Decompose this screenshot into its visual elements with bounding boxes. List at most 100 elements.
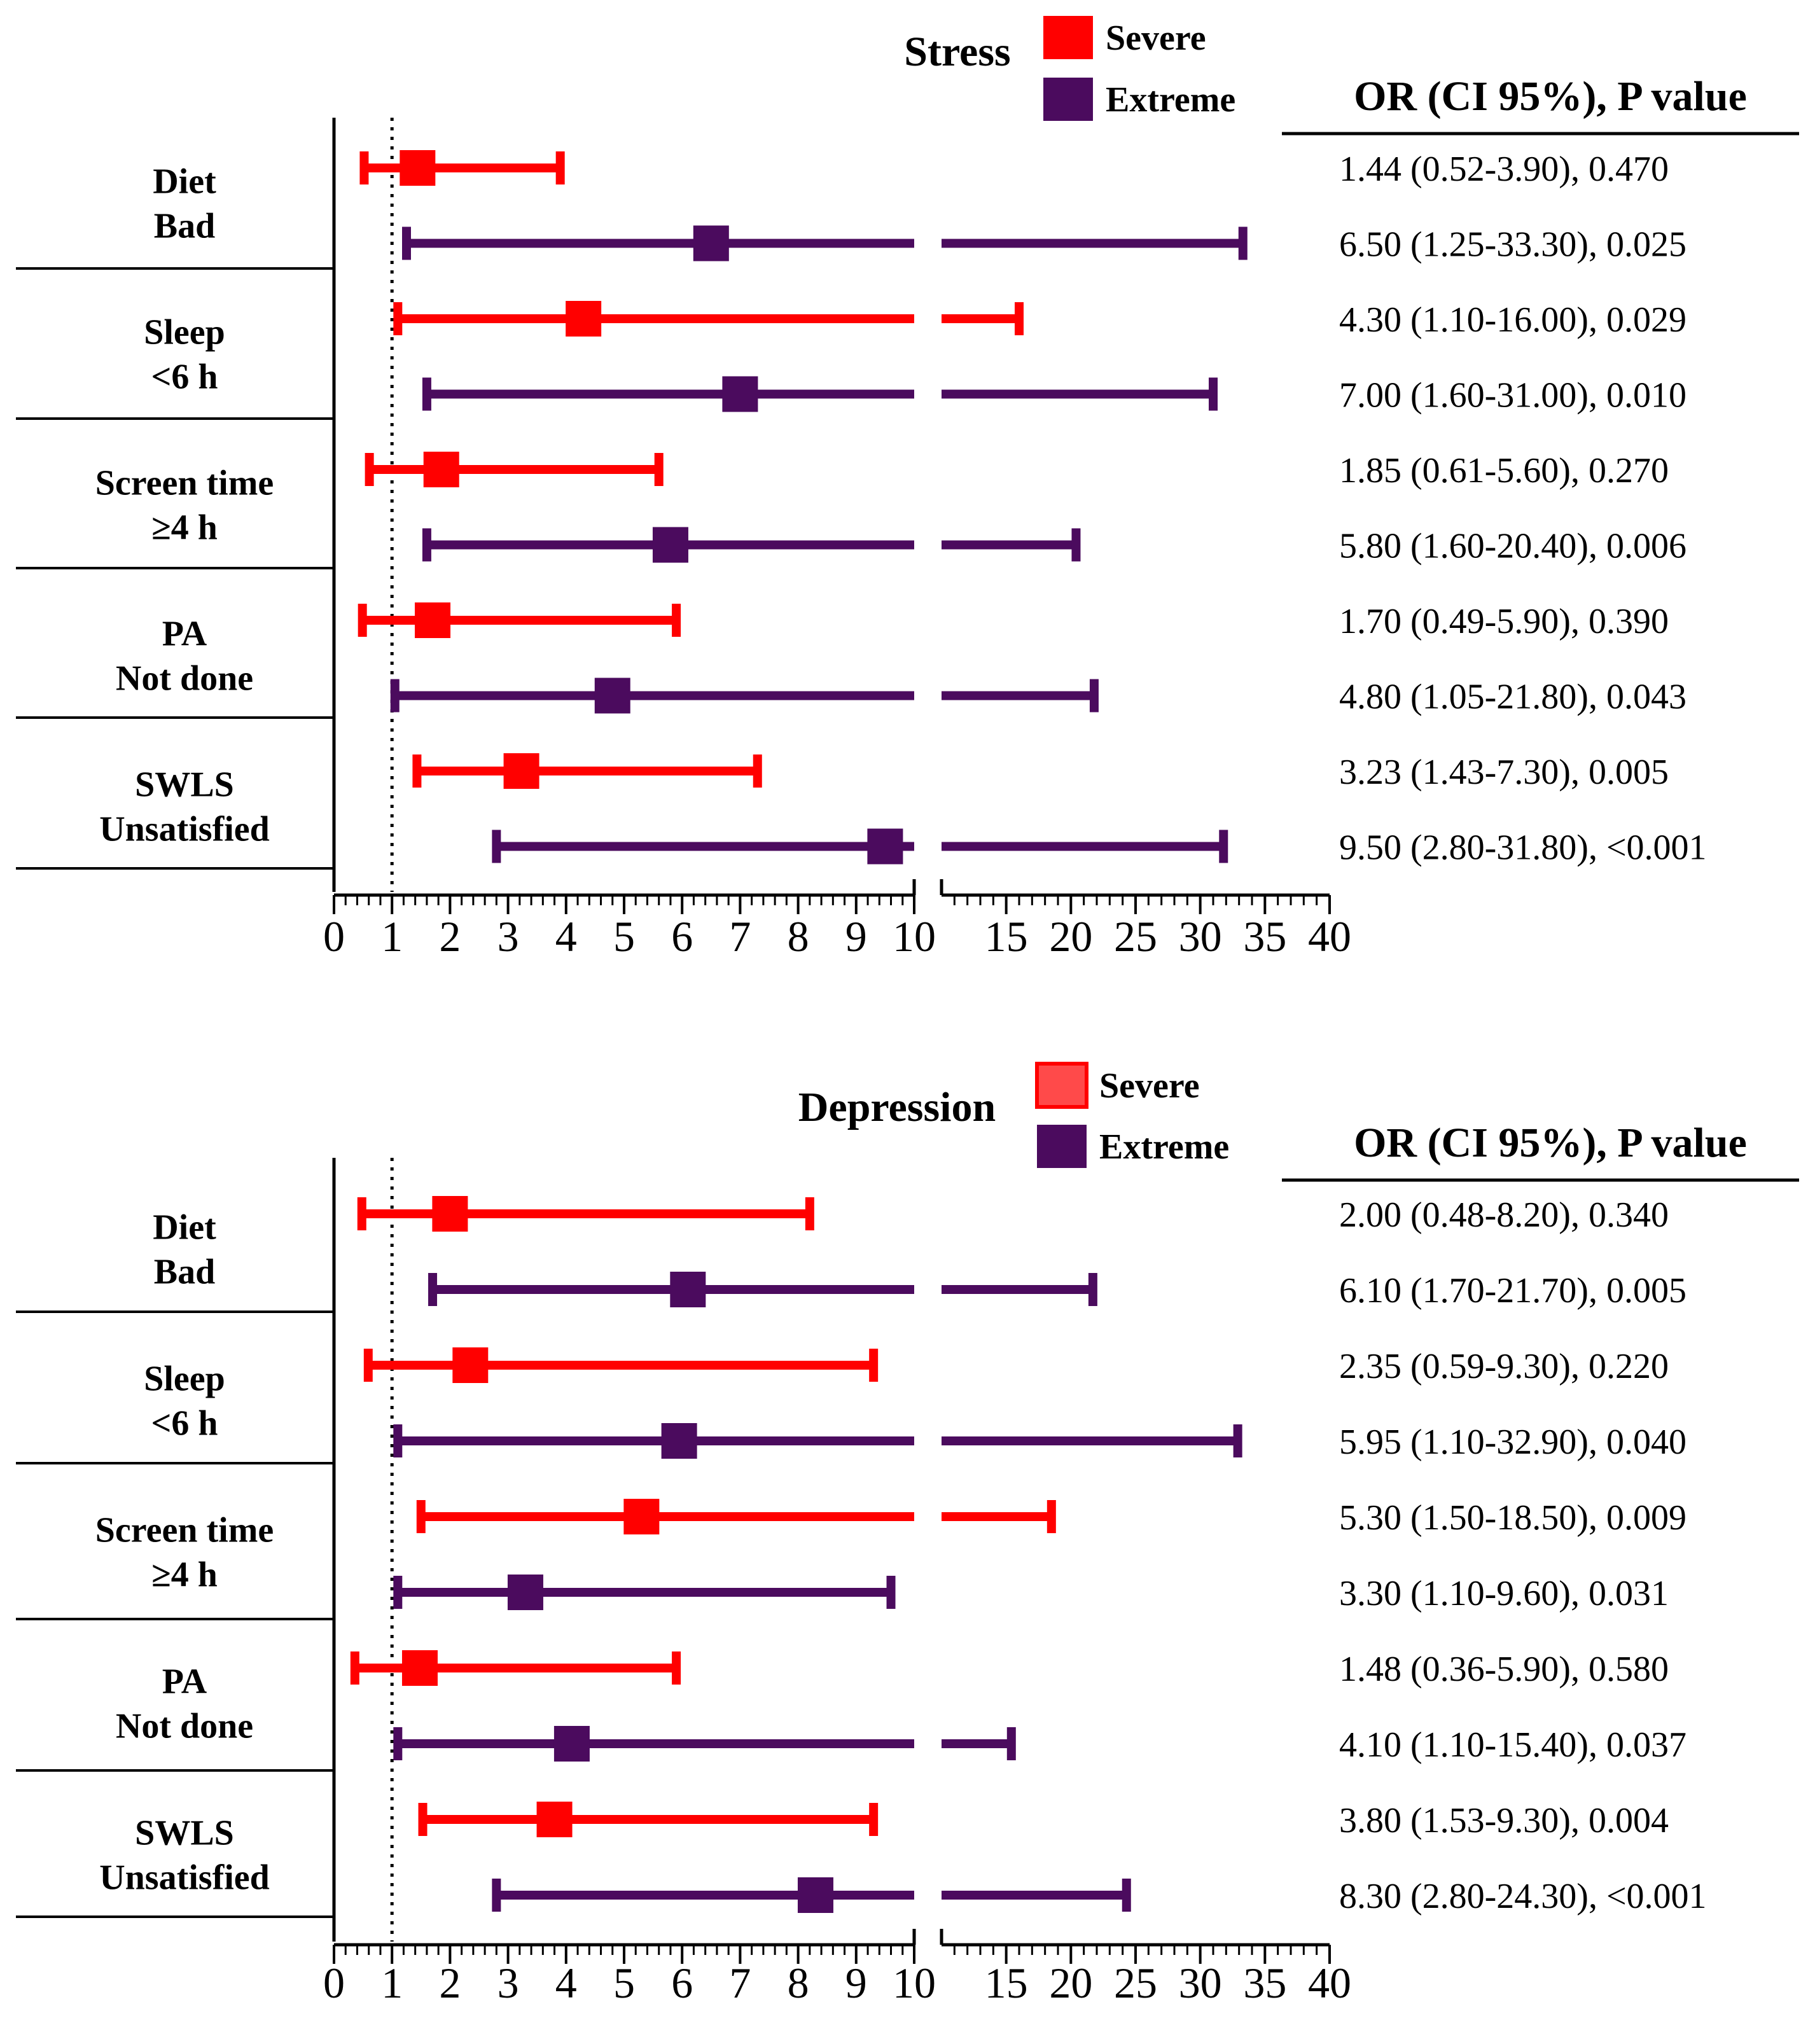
legend-severe-swatch bbox=[1043, 16, 1093, 59]
forest-row-extreme bbox=[492, 1877, 1131, 1913]
forest-row-extreme bbox=[422, 376, 1218, 412]
odds-ratio-marker bbox=[661, 1423, 697, 1459]
x-tick-label: 7 bbox=[729, 1959, 751, 2007]
group-label-line: PA bbox=[162, 1662, 207, 1702]
or-ci-p-text: 4.10 (1.10-15.40), 0.037 bbox=[1339, 1725, 1686, 1765]
legend-severe-label: Severe bbox=[1099, 1066, 1200, 1106]
group-label: Screen time ≥4 h bbox=[95, 463, 274, 547]
group-label-line: Sleep bbox=[144, 1359, 225, 1399]
forest-row-severe bbox=[416, 1499, 1056, 1534]
group-label-line: PA bbox=[162, 614, 207, 653]
x-tick-label: 40 bbox=[1308, 912, 1351, 961]
forest-row-severe bbox=[350, 1650, 681, 1686]
x-tick-label: 2 bbox=[439, 912, 461, 961]
group-label-line: Diet bbox=[153, 1208, 216, 1248]
odds-ratio-marker bbox=[623, 1499, 660, 1534]
group-label-line: SWLS bbox=[135, 765, 234, 804]
chart-panel-depression: Depression Severe Extreme OR (CI 95%), P va… bbox=[16, 1062, 1799, 2007]
x-tick-label: 25 bbox=[1114, 912, 1157, 961]
odds-ratio-marker bbox=[722, 376, 758, 412]
legend-extreme-label: Extreme bbox=[1106, 80, 1235, 120]
or-ci-p-text: 4.30 (1.10-16.00), 0.029 bbox=[1339, 300, 1686, 340]
group-label-line: Diet bbox=[153, 162, 216, 201]
or-ci-p-text: 6.10 (1.70-21.70), 0.005 bbox=[1339, 1271, 1686, 1311]
legend-severe-swatch bbox=[1035, 1062, 1088, 1109]
forest-row-severe bbox=[358, 602, 681, 638]
forest-row-extreme bbox=[402, 225, 1248, 261]
x-tick-label: 4 bbox=[555, 1959, 577, 2007]
odds-ratio-marker bbox=[401, 1650, 438, 1686]
odds-ratio-marker bbox=[536, 1802, 573, 1837]
group-label-line: Bad bbox=[154, 1253, 216, 1292]
or-ci-p-text: 8.30 (2.80-24.30), <0.001 bbox=[1339, 1877, 1707, 1916]
x-tick-label: 4 bbox=[555, 912, 577, 961]
x-tick-label: 6 bbox=[671, 1959, 693, 2007]
group-label: Diet Bad bbox=[153, 162, 216, 246]
or-ci-p-text: 3.30 (1.10-9.60), 0.031 bbox=[1339, 1574, 1669, 1613]
group-label-line: Not done bbox=[116, 658, 253, 698]
x-tick-label: 10 bbox=[893, 912, 936, 961]
odds-ratio-marker bbox=[452, 1347, 489, 1383]
group-label-line: <6 h bbox=[151, 1404, 218, 1443]
x-tick-label: 8 bbox=[788, 1959, 809, 2007]
group-label: Screen time ≥4 h bbox=[95, 1511, 274, 1595]
forest-row-extreme bbox=[393, 1423, 1242, 1459]
group-label: PA Not done bbox=[116, 614, 253, 698]
table-header: OR (CI 95%), P value bbox=[1354, 73, 1747, 120]
group-label-line: Not done bbox=[116, 1707, 253, 1746]
legend-extreme-label: Extreme bbox=[1099, 1127, 1229, 1167]
legend-extreme-swatch bbox=[1043, 78, 1093, 121]
or-ci-p-text: 2.00 (0.48-8.20), 0.340 bbox=[1339, 1195, 1669, 1235]
x-tick-label: 20 bbox=[1049, 1959, 1092, 2007]
group-label: SWLS Unsatisfied bbox=[99, 1814, 270, 1898]
or-ci-p-text: 5.80 (1.60-20.40), 0.006 bbox=[1339, 527, 1686, 566]
group-label-line: Screen time bbox=[95, 463, 274, 503]
forest-row-extreme bbox=[492, 828, 1228, 865]
or-ci-p-text: 1.48 (0.36-5.90), 0.580 bbox=[1339, 1650, 1669, 1689]
x-tick-label: 25 bbox=[1114, 1959, 1157, 2007]
x-tick-label: 40 bbox=[1308, 1959, 1351, 2007]
odds-ratio-marker bbox=[867, 828, 903, 865]
chart-title: Stress bbox=[904, 29, 1010, 75]
odds-ratio-marker bbox=[566, 301, 602, 337]
x-tick-label: 6 bbox=[671, 912, 693, 961]
or-ci-p-text: 3.23 (1.43-7.30), 0.005 bbox=[1339, 753, 1669, 792]
or-ci-p-text: 4.80 (1.05-21.80), 0.043 bbox=[1339, 678, 1686, 717]
x-tick-label: 9 bbox=[845, 1959, 867, 2007]
group-label-line: Unsatisfied bbox=[99, 1858, 270, 1898]
odds-ratio-marker bbox=[670, 1272, 706, 1307]
or-ci-p-text: 7.00 (1.60-31.00), 0.010 bbox=[1339, 376, 1686, 415]
odds-ratio-marker bbox=[432, 1196, 468, 1232]
forest-row-extreme bbox=[390, 678, 1099, 714]
legend-severe-label: Severe bbox=[1106, 18, 1206, 58]
x-tick-label: 1 bbox=[381, 1959, 403, 2007]
legend-extreme-swatch bbox=[1037, 1125, 1087, 1168]
x-tick-label: 10 bbox=[893, 1959, 936, 2007]
x-tick-label: 15 bbox=[985, 912, 1028, 961]
odds-ratio-marker bbox=[423, 452, 459, 487]
or-ci-p-text: 9.50 (2.80-31.80), <0.001 bbox=[1339, 828, 1707, 868]
or-ci-p-text: 1.44 (0.52-3.90), 0.470 bbox=[1339, 149, 1669, 189]
x-tick-label: 3 bbox=[497, 912, 519, 961]
group-label-line: Screen time bbox=[95, 1511, 274, 1550]
odds-ratio-marker bbox=[507, 1575, 543, 1610]
x-tick-label: 2 bbox=[439, 1959, 461, 2007]
odds-ratio-marker bbox=[503, 753, 539, 789]
forest-row-extreme bbox=[422, 527, 1081, 563]
x-tick-label: 8 bbox=[788, 912, 809, 961]
forest-row-severe bbox=[418, 1802, 879, 1837]
group-label-line: SWLS bbox=[135, 1814, 234, 1853]
forest-row-severe bbox=[359, 150, 565, 186]
forest-row-severe bbox=[357, 1196, 814, 1232]
x-tick-label: 35 bbox=[1243, 1959, 1286, 2007]
odds-ratio-marker bbox=[594, 678, 630, 714]
group-label: SWLS Unsatisfied bbox=[99, 765, 270, 849]
forest-row-severe bbox=[412, 753, 762, 789]
group-label-line: ≥4 h bbox=[151, 1555, 218, 1595]
odds-ratio-marker bbox=[693, 225, 729, 261]
odds-ratio-marker bbox=[652, 527, 688, 563]
group-label-line: <6 h bbox=[151, 357, 218, 396]
or-ci-p-text: 3.80 (1.53-9.30), 0.004 bbox=[1339, 1801, 1669, 1840]
x-tick-label: 15 bbox=[985, 1959, 1028, 2007]
